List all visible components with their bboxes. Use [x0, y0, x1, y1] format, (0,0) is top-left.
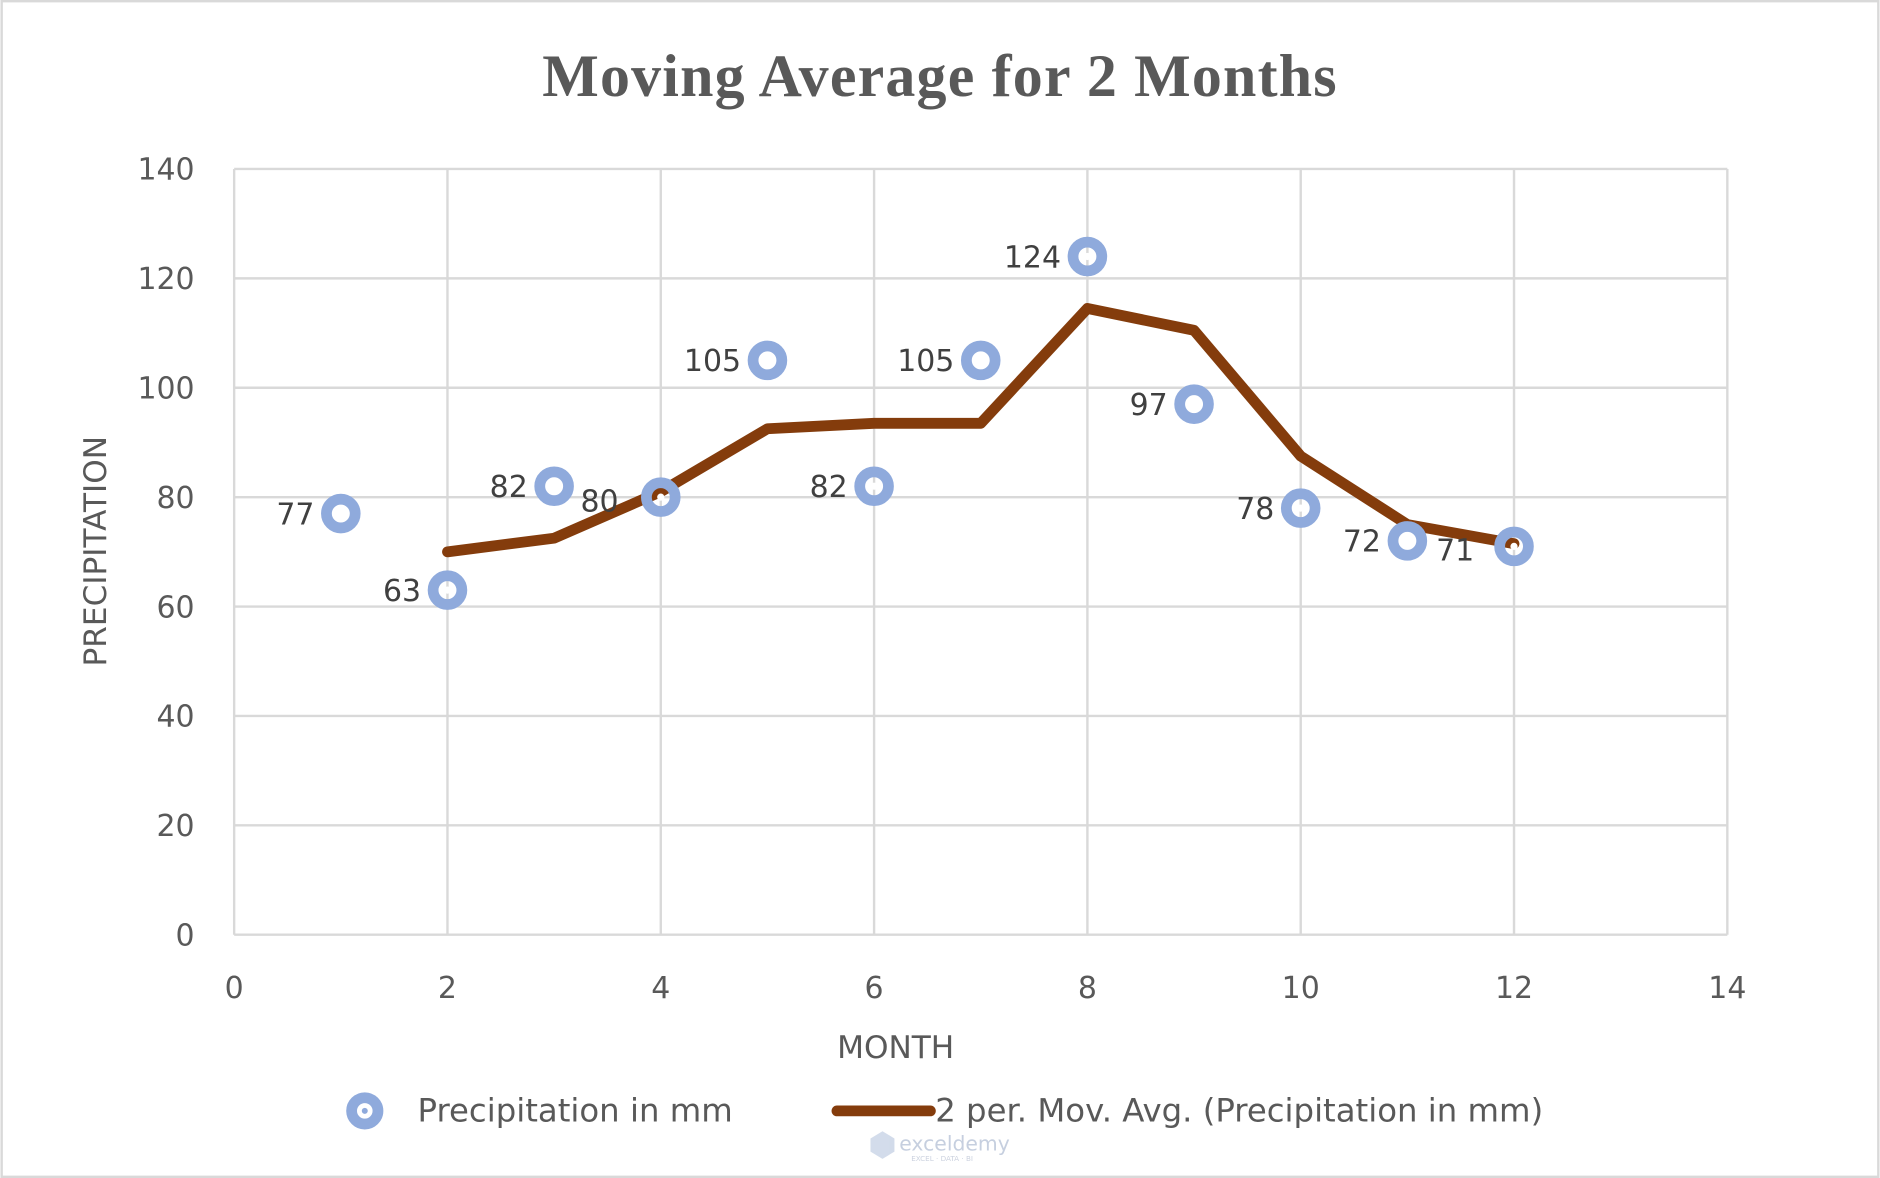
y-tick-label: 120: [137, 262, 194, 297]
data-point: [1067, 236, 1108, 277]
data-point-marker: [427, 570, 468, 610]
data-point-marker: [321, 493, 361, 534]
data-label: 77: [276, 497, 314, 532]
tick-labels: 0 20 40 60 80 100 120 140 0 2 4 6 8 10 12 14: [137, 153, 1746, 1006]
data-point: [641, 477, 681, 517]
precipitation-series: [321, 236, 1534, 610]
data-point-marker: [960, 340, 1001, 381]
data-point: [960, 340, 1001, 381]
data-point-marker: [747, 340, 788, 381]
legend-marker-circle-icon: [346, 1092, 384, 1130]
data-point: [1387, 521, 1428, 561]
moving-average-line: [442, 303, 1520, 558]
x-tick-label: 6: [865, 971, 884, 1006]
x-tick-label: 0: [225, 971, 244, 1006]
data-label: 97: [1130, 388, 1168, 423]
data-point: [321, 493, 361, 534]
data-point-marker: [1174, 384, 1214, 424]
data-point: [534, 466, 574, 506]
watermark-subtext: EXCEL · DATA · BI: [911, 1154, 973, 1163]
data-point-marker: [1067, 236, 1108, 277]
data-point-marker: [1494, 526, 1534, 567]
moving-average-series: [442, 303, 1520, 558]
legend-item-precipitation: Precipitation in mm: [346, 1092, 733, 1130]
watermark: exceldemy EXCEL · DATA · BI: [870, 1131, 1010, 1163]
legend-marker-dot: [361, 1107, 368, 1114]
legend-label-precipitation: Precipitation in mm: [418, 1092, 733, 1130]
x-tick-label: 12: [1495, 971, 1533, 1006]
y-tick-label: 40: [157, 700, 195, 735]
data-label: 80: [580, 485, 618, 520]
x-tick-label: 14: [1708, 971, 1746, 1006]
data-point-center: [1190, 400, 1198, 408]
watermark-text: exceldemy: [899, 1131, 1010, 1155]
data-point: [747, 340, 788, 381]
y-tick-label: 0: [176, 919, 195, 954]
grid: [232, 167, 1729, 936]
y-tick-label: 20: [157, 809, 195, 844]
data-point-marker: [854, 466, 894, 506]
data-label: 78: [1236, 492, 1274, 527]
data-point-marker: [1280, 488, 1321, 528]
data-point-center: [1297, 504, 1305, 512]
data-point-center: [1403, 537, 1411, 545]
data-point: [427, 570, 468, 610]
data-point-marker: [1387, 521, 1428, 561]
legend: Precipitation in mm 2 per. Mov. Avg. (Pr…: [346, 1092, 1543, 1130]
data-point-center: [870, 482, 878, 490]
data-point: [854, 466, 894, 506]
data-label: 105: [684, 344, 741, 379]
data-point-marker: [641, 477, 681, 517]
y-tick-label: 140: [137, 153, 194, 188]
x-tick-label: 4: [651, 971, 670, 1006]
data-label: 71: [1436, 534, 1474, 569]
data-label: 82: [490, 470, 528, 505]
data-point-center: [977, 356, 985, 365]
legend-item-moving-average: 2 per. Mov. Avg. (Precipitation in mm): [831, 1092, 1543, 1130]
data-label: 63: [383, 574, 421, 609]
data-point-center: [550, 482, 558, 490]
x-axis-label: MONTH: [837, 1030, 954, 1066]
data-label: 124: [1004, 240, 1061, 275]
data-point-center: [1510, 542, 1518, 550]
legend-label-moving-average: 2 per. Mov. Avg. (Precipitation in mm): [935, 1092, 1543, 1130]
y-tick-label: 60: [157, 590, 195, 625]
data-point-center: [443, 586, 452, 594]
data-labels: 77 63 82 80 105 82 105 124 97 78 72 71: [276, 240, 1474, 609]
data-point-center: [657, 493, 665, 501]
data-point-center: [763, 356, 772, 365]
data-label: 105: [897, 344, 954, 379]
chart-title: Moving Average for 2 Months: [542, 43, 1338, 109]
y-tick-label: 100: [137, 372, 194, 407]
data-point: [1174, 384, 1214, 424]
x-tick-label: 10: [1282, 971, 1320, 1006]
y-tick-label: 80: [157, 481, 195, 516]
data-point: [1494, 526, 1534, 567]
data-point-marker: [534, 466, 574, 506]
data-point: [1280, 488, 1321, 528]
watermark-logo-icon: [870, 1131, 895, 1159]
data-point-center: [337, 509, 345, 518]
x-tick-label: 8: [1078, 971, 1097, 1006]
data-label: 72: [1343, 525, 1381, 560]
data-point-center: [1083, 252, 1091, 261]
y-axis-label: PRECIPITATION: [78, 436, 114, 666]
x-tick-label: 2: [438, 971, 457, 1006]
data-label: 82: [810, 470, 848, 505]
